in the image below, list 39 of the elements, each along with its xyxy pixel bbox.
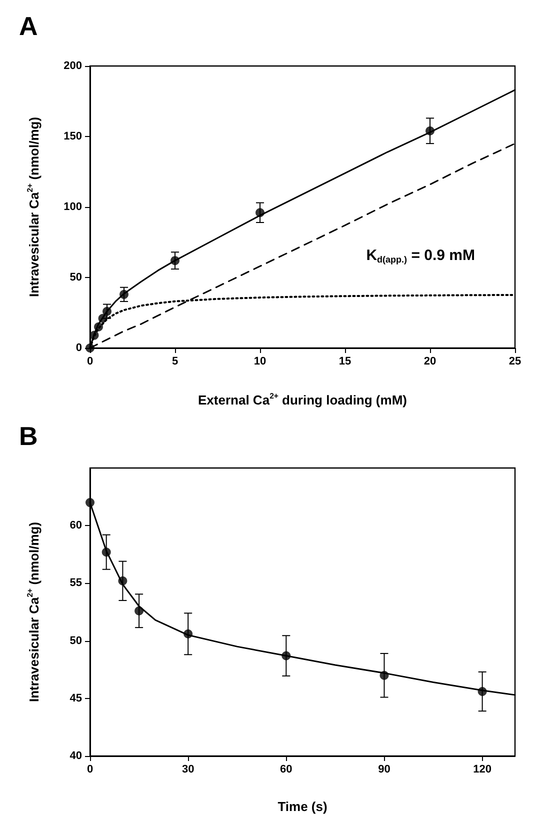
x-tick-label: 120 [473, 764, 492, 776]
x-tick-label: 10 [254, 356, 266, 368]
y-tick-label: 200 [64, 60, 82, 72]
y-tick-label: 0 [76, 342, 82, 354]
x-tick-label: 90 [378, 764, 390, 776]
x-tick-label: 30 [182, 764, 194, 776]
chart-title: B [19, 421, 38, 451]
x-tick-label: 0 [86, 356, 94, 368]
point [94, 322, 103, 332]
point [102, 306, 112, 316]
point [478, 686, 487, 696]
point [282, 651, 291, 660]
y-tick-label: 50 [70, 272, 82, 284]
x-axis-title: Time (s) [278, 799, 328, 814]
y-tick-label: 100 [64, 201, 82, 213]
point [184, 629, 193, 638]
y-tick-label: 40 [70, 750, 82, 762]
y-tick-label: 60 [70, 520, 82, 532]
point [170, 256, 180, 266]
point [120, 290, 128, 299]
point [256, 208, 264, 218]
x-tick-label: 20 [424, 356, 436, 368]
y-tick-label: 150 [64, 130, 82, 142]
point [118, 576, 128, 586]
y-tick-label: 45 [70, 692, 82, 704]
point [380, 670, 389, 680]
point [98, 314, 108, 323]
y-tick-label: 50 [70, 634, 82, 647]
chart-title: A [19, 11, 38, 41]
x-tick-label: 5 [172, 356, 178, 368]
point [102, 548, 111, 557]
x-tick-label: 15 [338, 356, 352, 368]
x-tick-label: 60 [280, 764, 292, 776]
y-tick-label: 55 [70, 577, 82, 590]
point [86, 498, 94, 508]
point [426, 126, 434, 136]
x-tick-label: 25 [508, 356, 522, 368]
point [134, 606, 144, 616]
x-tick-label: 0 [86, 764, 94, 776]
